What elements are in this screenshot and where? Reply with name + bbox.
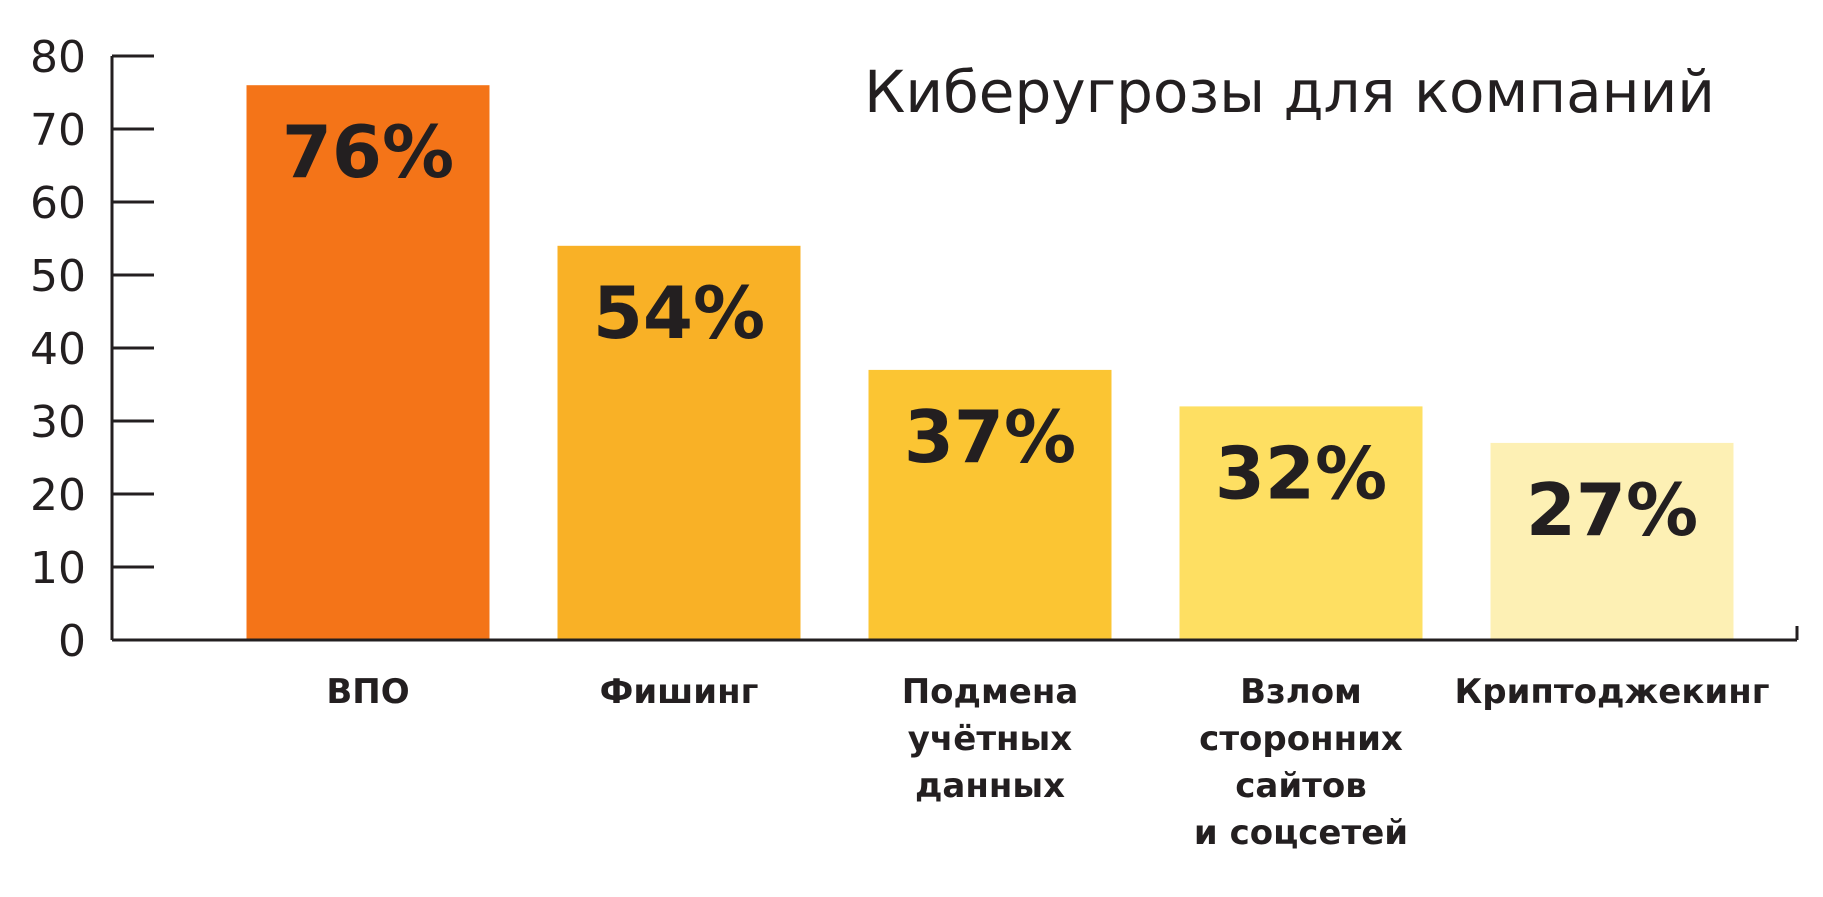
y-tick-label: 80 <box>30 32 86 83</box>
category-label-line: Фишинг <box>600 672 759 712</box>
category-label: Фишинг <box>600 672 759 712</box>
x-axis: ВПО Фишинг Подмена учётных данных Взлом сторон… <box>112 626 1799 853</box>
category-label-line: данных <box>915 766 1065 806</box>
category-label-line: Взлом <box>1240 672 1362 712</box>
bar-value-label: 37% <box>904 395 1076 479</box>
y-tick-label: 70 <box>30 105 86 156</box>
y-tick-label: 30 <box>30 397 86 448</box>
y-tick-label: 20 <box>30 470 86 521</box>
category-label-line: Криптоджекинг <box>1454 672 1769 712</box>
bars: 76% 54% 37% 32% 27% <box>246 85 1734 641</box>
y-tick-label: 60 <box>30 178 86 229</box>
y-tick-label: 40 <box>30 324 86 375</box>
category-label-line: Подмена <box>902 672 1079 712</box>
category-label-line: ВПО <box>326 672 409 712</box>
bar-value-label: 27% <box>1526 468 1698 552</box>
bar <box>557 245 801 641</box>
category-label-line: учётных <box>908 719 1073 759</box>
y-tick-label: 0 <box>58 616 86 667</box>
chart-title: Киберугрозы для компаний <box>864 58 1715 126</box>
y-axis: 0 10 20 30 40 50 60 70 80 <box>30 32 154 667</box>
category-label-line: сторонних <box>1199 719 1403 759</box>
category-label-line: и соцсетей <box>1194 813 1408 853</box>
bar <box>246 85 490 640</box>
bar <box>868 369 1112 640</box>
category-label: Криптоджекинг <box>1454 672 1769 712</box>
category-label: ВПО <box>326 672 409 712</box>
category-label: Подмена учётных данных <box>902 672 1079 806</box>
category-label: Взлом сторонних сайтов и соцсетей <box>1194 672 1408 853</box>
category-label-line: сайтов <box>1235 766 1367 806</box>
bar-value-label: 76% <box>282 110 454 194</box>
y-tick-label: 10 <box>30 543 86 594</box>
bar-value-label: 32% <box>1215 431 1387 515</box>
bar-value-label: 54% <box>593 271 765 355</box>
y-tick-label: 50 <box>30 251 86 302</box>
bar <box>1179 406 1423 640</box>
bar <box>1490 442 1734 640</box>
